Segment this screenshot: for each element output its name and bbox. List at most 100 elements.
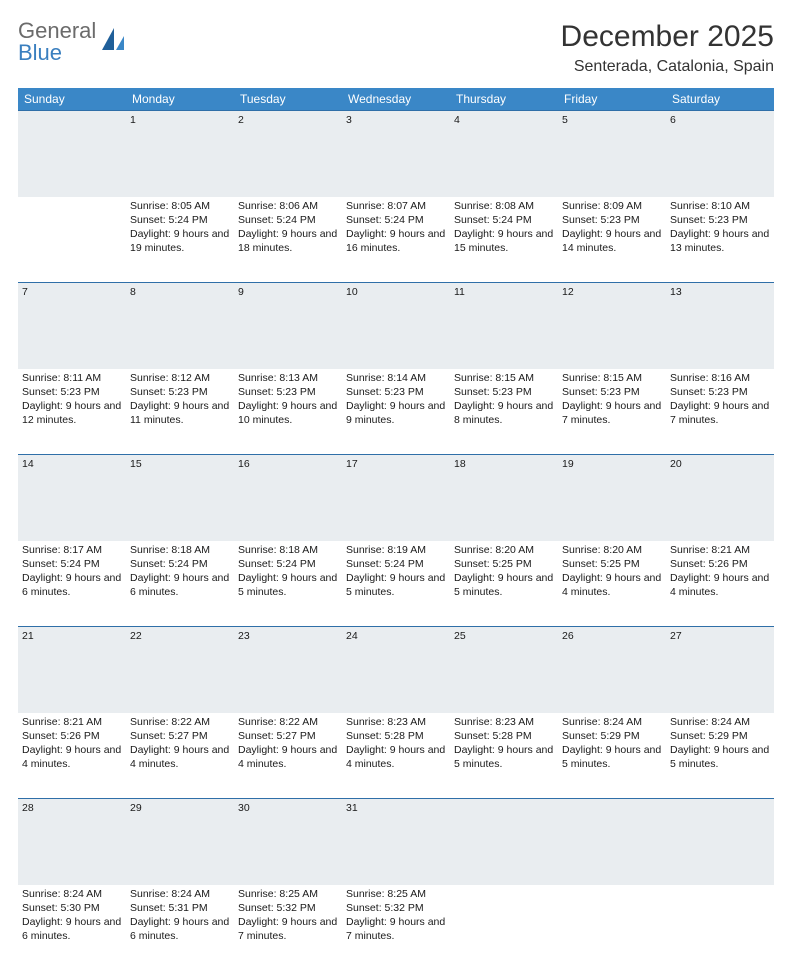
- day-cell: Sunrise: 8:23 AMSunset: 5:28 PMDaylight:…: [450, 713, 558, 799]
- day-cell-line: Sunset: 5:23 PM: [670, 213, 770, 227]
- calendar-header-row: SundayMondayTuesdayWednesdayThursdayFrid…: [18, 88, 774, 111]
- day-cell-line: Sunrise: 8:15 AM: [562, 371, 662, 385]
- day-cell: Sunrise: 8:25 AMSunset: 5:32 PMDaylight:…: [234, 885, 342, 971]
- day-number-row: 28293031: [18, 799, 774, 885]
- day-cell: Sunrise: 8:08 AMSunset: 5:24 PMDaylight:…: [450, 197, 558, 283]
- weekday-header: Friday: [558, 88, 666, 111]
- day-cell-line: Sunrise: 8:18 AM: [130, 543, 230, 557]
- day-cell-line: Sunrise: 8:11 AM: [22, 371, 122, 385]
- day-cell-line: Daylight: 9 hours and 11 minutes.: [130, 399, 230, 427]
- day-cell-line: Sunrise: 8:09 AM: [562, 199, 662, 213]
- day-number: [558, 799, 666, 885]
- day-cell-line: Sunset: 5:24 PM: [22, 557, 122, 571]
- day-cell-line: Daylight: 9 hours and 6 minutes.: [22, 571, 122, 599]
- day-cell-line: Daylight: 9 hours and 7 minutes.: [346, 915, 446, 943]
- day-cell-line: Sunrise: 8:25 AM: [238, 887, 338, 901]
- day-number: 5: [558, 111, 666, 197]
- day-cell: Sunrise: 8:14 AMSunset: 5:23 PMDaylight:…: [342, 369, 450, 455]
- day-cell-line: Daylight: 9 hours and 7 minutes.: [562, 399, 662, 427]
- brand-text: General Blue: [18, 20, 96, 64]
- day-cell-line: Sunset: 5:23 PM: [454, 385, 554, 399]
- day-cell: Sunrise: 8:21 AMSunset: 5:26 PMDaylight:…: [666, 541, 774, 627]
- day-cell-line: Sunset: 5:23 PM: [562, 213, 662, 227]
- brand-line2: Blue: [18, 42, 96, 64]
- day-number: 28: [18, 799, 126, 885]
- day-number: 6: [666, 111, 774, 197]
- day-number: [450, 799, 558, 885]
- day-cell-line: Sunrise: 8:14 AM: [346, 371, 446, 385]
- header: General Blue December 2025 Senterada, Ca…: [18, 20, 774, 76]
- day-cell: Sunrise: 8:05 AMSunset: 5:24 PMDaylight:…: [126, 197, 234, 283]
- day-cell: Sunrise: 8:06 AMSunset: 5:24 PMDaylight:…: [234, 197, 342, 283]
- day-cell-line: Sunset: 5:32 PM: [346, 901, 446, 915]
- day-cell-line: Sunset: 5:23 PM: [346, 385, 446, 399]
- day-number-row: 123456: [18, 111, 774, 197]
- day-cell-line: Daylight: 9 hours and 5 minutes.: [454, 571, 554, 599]
- day-cell-line: Daylight: 9 hours and 4 minutes.: [670, 571, 770, 599]
- title-block: December 2025 Senterada, Catalonia, Spai…: [561, 20, 774, 76]
- day-cell-line: Daylight: 9 hours and 9 minutes.: [346, 399, 446, 427]
- day-cell-line: Sunrise: 8:12 AM: [130, 371, 230, 385]
- brand-line1: General: [18, 20, 96, 42]
- day-cell: Sunrise: 8:20 AMSunset: 5:25 PMDaylight:…: [450, 541, 558, 627]
- day-content-row: Sunrise: 8:05 AM Sunset: 5:24 PM Daylight:…: [18, 197, 774, 283]
- day-cell-line: Daylight: 9 hours and 13 minutes.: [670, 227, 770, 255]
- day-number: 18: [450, 455, 558, 541]
- day-cell-line: Sunset: 5:29 PM: [562, 729, 662, 743]
- month-title: December 2025: [561, 20, 774, 54]
- day-number: 22: [126, 627, 234, 713]
- day-number: 23: [234, 627, 342, 713]
- day-content-row: Sunrise: 8:21 AMSunset: 5:26 PMDaylight:…: [18, 713, 774, 799]
- day-cell: [666, 885, 774, 971]
- day-cell-line: Sunset: 5:27 PM: [238, 729, 338, 743]
- day-cell: Sunrise: 8:07 AMSunset: 5:24 PMDaylight:…: [342, 197, 450, 283]
- day-cell-line: Sunrise: 8:16 AM: [670, 371, 770, 385]
- day-cell-line: Sunrise: 8:21 AM: [670, 543, 770, 557]
- day-number: 30: [234, 799, 342, 885]
- day-cell: [450, 885, 558, 971]
- day-cell-line: Sunset: 5:24 PM: [238, 213, 338, 227]
- day-cell: Sunrise: 8:18 AMSunset: 5:24 PMDaylight:…: [234, 541, 342, 627]
- weekday-header: Monday: [126, 88, 234, 111]
- weekday-header: Thursday: [450, 88, 558, 111]
- day-cell: Sunrise: 8:10 AMSunset: 5:23 PMDaylight:…: [666, 197, 774, 283]
- day-content-row: Sunrise: 8:17 AMSunset: 5:24 PMDaylight:…: [18, 541, 774, 627]
- day-number: 8: [126, 283, 234, 369]
- day-cell-line: Sunset: 5:26 PM: [22, 729, 122, 743]
- day-cell-line: Daylight: 9 hours and 8 minutes.: [454, 399, 554, 427]
- day-cell-line: Daylight: 9 hours and 19 minutes.: [130, 227, 230, 255]
- day-cell-line: Daylight: 9 hours and 12 minutes.: [22, 399, 122, 427]
- day-content-row: Sunrise: 8:24 AMSunset: 5:30 PMDaylight:…: [18, 885, 774, 971]
- day-cell-line: Sunset: 5:31 PM: [130, 901, 230, 915]
- day-number: 31: [342, 799, 450, 885]
- weekday-header: Saturday: [666, 88, 774, 111]
- day-cell-line: Sunrise: 8:15 AM: [454, 371, 554, 385]
- day-cell-line: Sunset: 5:28 PM: [346, 729, 446, 743]
- day-cell-line: Sunrise: 8:20 AM: [454, 543, 554, 557]
- day-cell-line: Sunrise: 8:07 AM: [346, 199, 446, 213]
- day-cell-line: Sunset: 5:24 PM: [346, 213, 446, 227]
- day-cell-line: Sunset: 5:32 PM: [238, 901, 338, 915]
- day-content-row: Sunrise: 8:11 AMSunset: 5:23 PMDaylight:…: [18, 369, 774, 455]
- day-cell: Sunrise: 8:15 AMSunset: 5:23 PMDaylight:…: [450, 369, 558, 455]
- day-cell-line: Sunset: 5:23 PM: [238, 385, 338, 399]
- day-cell-line: Daylight: 9 hours and 7 minutes.: [670, 399, 770, 427]
- day-number: 15: [126, 455, 234, 541]
- day-cell-line: Sunrise: 8:24 AM: [670, 715, 770, 729]
- weekday-header: Tuesday: [234, 88, 342, 111]
- day-cell-line: Daylight: 9 hours and 4 minutes.: [22, 743, 122, 771]
- day-cell-line: Sunrise: 8:06 AM: [238, 199, 338, 213]
- day-cell: Sunrise: 8:25 AMSunset: 5:32 PMDaylight:…: [342, 885, 450, 971]
- day-cell-line: Daylight: 9 hours and 6 minutes.: [130, 571, 230, 599]
- day-cell-line: Daylight: 9 hours and 5 minutes.: [562, 743, 662, 771]
- day-cell-line: Sunset: 5:29 PM: [670, 729, 770, 743]
- day-cell-line: Sunset: 5:25 PM: [562, 557, 662, 571]
- day-cell-line: Daylight: 9 hours and 6 minutes.: [22, 915, 122, 943]
- day-number: 25: [450, 627, 558, 713]
- day-cell: Sunrise: 8:24 AMSunset: 5:31 PMDaylight:…: [126, 885, 234, 971]
- day-cell: Sunrise: 8:21 AMSunset: 5:26 PMDaylight:…: [18, 713, 126, 799]
- day-cell-line: Sunrise: 8:05 AM: [130, 199, 230, 213]
- day-number: 24: [342, 627, 450, 713]
- location-text: Senterada, Catalonia, Spain: [561, 58, 774, 76]
- day-cell-line: Daylight: 9 hours and 4 minutes.: [346, 743, 446, 771]
